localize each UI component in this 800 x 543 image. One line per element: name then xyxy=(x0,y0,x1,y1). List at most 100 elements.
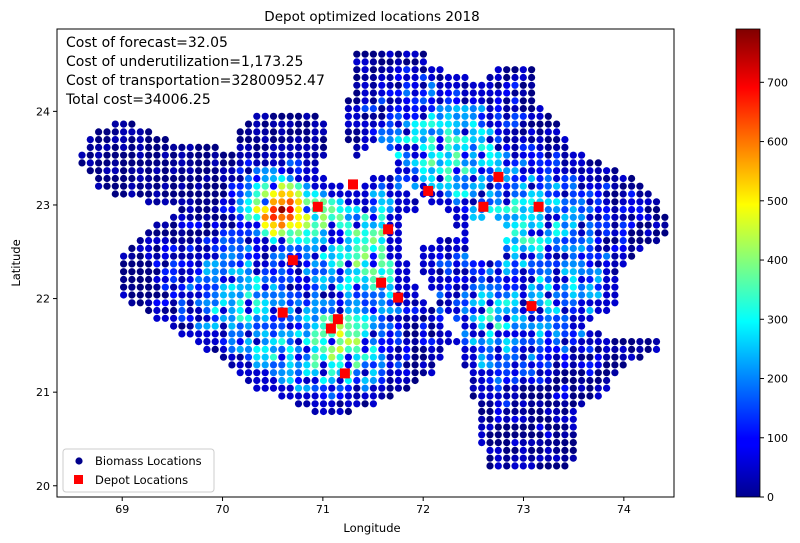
biomass-point xyxy=(478,128,486,136)
biomass-point xyxy=(161,252,169,260)
biomass-point xyxy=(378,182,386,190)
biomass-point xyxy=(311,407,319,416)
biomass-point xyxy=(536,291,544,299)
biomass-point xyxy=(461,73,469,82)
biomass-point xyxy=(386,376,394,385)
biomass-point xyxy=(286,143,294,151)
biomass-point xyxy=(244,376,253,385)
biomass-point xyxy=(120,136,128,144)
biomass-point xyxy=(578,260,586,268)
biomass-point xyxy=(478,89,486,97)
biomass-point xyxy=(278,167,286,175)
biomass-point xyxy=(619,221,627,229)
biomass-point xyxy=(553,252,561,260)
biomass-point xyxy=(594,345,602,353)
y-tick-label: 23 xyxy=(36,199,50,212)
biomass-point xyxy=(553,221,561,229)
biomass-point xyxy=(278,136,286,144)
biomass-point xyxy=(353,361,361,369)
biomass-point xyxy=(286,159,294,167)
biomass-point xyxy=(178,252,186,260)
biomass-point xyxy=(578,190,586,198)
biomass-point xyxy=(603,213,611,221)
biomass-point xyxy=(236,275,244,284)
biomass-point xyxy=(378,73,386,82)
biomass-point xyxy=(319,407,328,416)
biomass-point xyxy=(394,174,402,183)
biomass-point xyxy=(586,244,594,252)
biomass-point xyxy=(236,213,244,221)
biomass-point xyxy=(486,190,494,198)
biomass-point xyxy=(394,353,402,361)
biomass-point xyxy=(236,182,244,190)
biomass-point xyxy=(544,338,552,346)
biomass-point xyxy=(494,89,502,97)
biomass-point xyxy=(528,198,536,206)
biomass-point xyxy=(561,407,569,416)
biomass-point xyxy=(278,384,286,392)
biomass-point xyxy=(578,213,586,221)
biomass-point xyxy=(628,182,636,190)
biomass-point xyxy=(519,431,527,439)
biomass-point xyxy=(236,252,244,260)
biomass-point xyxy=(294,291,303,299)
biomass-point xyxy=(286,392,294,400)
biomass-point xyxy=(170,322,178,330)
biomass-point xyxy=(553,206,561,214)
biomass-point xyxy=(519,376,527,385)
biomass-point xyxy=(428,283,436,291)
biomass-point xyxy=(444,112,452,120)
biomass-point xyxy=(494,112,502,120)
biomass-point xyxy=(528,376,536,385)
biomass-point xyxy=(394,376,402,385)
biomass-point xyxy=(444,97,452,105)
biomass-point xyxy=(186,221,194,229)
biomass-point xyxy=(636,206,644,214)
biomass-point xyxy=(211,306,219,315)
biomass-point xyxy=(411,314,419,322)
biomass-point xyxy=(494,73,502,82)
biomass-point xyxy=(228,229,236,237)
biomass-point xyxy=(178,260,186,268)
biomass-point xyxy=(436,136,444,144)
biomass-point xyxy=(469,299,477,307)
biomass-point xyxy=(428,314,436,322)
biomass-point xyxy=(553,322,561,330)
biomass-point xyxy=(644,345,652,353)
biomass-point xyxy=(528,89,536,97)
biomass-point xyxy=(644,190,652,198)
biomass-point xyxy=(486,338,494,346)
biomass-point xyxy=(644,338,652,346)
biomass-point xyxy=(469,384,477,392)
biomass-point xyxy=(244,299,253,307)
biomass-point xyxy=(253,167,261,175)
biomass-point xyxy=(411,283,419,291)
biomass-point xyxy=(478,376,486,385)
biomass-point xyxy=(178,190,186,198)
biomass-point xyxy=(178,198,186,206)
biomass-point xyxy=(519,384,527,392)
biomass-point xyxy=(569,221,577,229)
biomass-point xyxy=(145,252,153,260)
biomass-point xyxy=(211,237,219,245)
biomass-point xyxy=(444,105,452,113)
biomass-point xyxy=(236,260,244,268)
biomass-point xyxy=(203,221,211,229)
biomass-point xyxy=(303,376,311,385)
biomass-point xyxy=(519,66,527,74)
biomass-point xyxy=(511,384,519,392)
biomass-point xyxy=(178,151,186,159)
biomass-point xyxy=(419,353,427,361)
biomass-point xyxy=(528,105,536,113)
biomass-point xyxy=(369,66,377,74)
biomass-point xyxy=(544,330,552,338)
biomass-point xyxy=(344,268,352,276)
x-tick-label: 72 xyxy=(416,503,430,516)
biomass-point xyxy=(269,182,278,190)
biomass-point xyxy=(453,198,461,206)
biomass-point xyxy=(128,268,136,276)
biomass-point xyxy=(519,291,527,299)
biomass-point xyxy=(378,81,386,89)
biomass-point xyxy=(128,190,136,198)
